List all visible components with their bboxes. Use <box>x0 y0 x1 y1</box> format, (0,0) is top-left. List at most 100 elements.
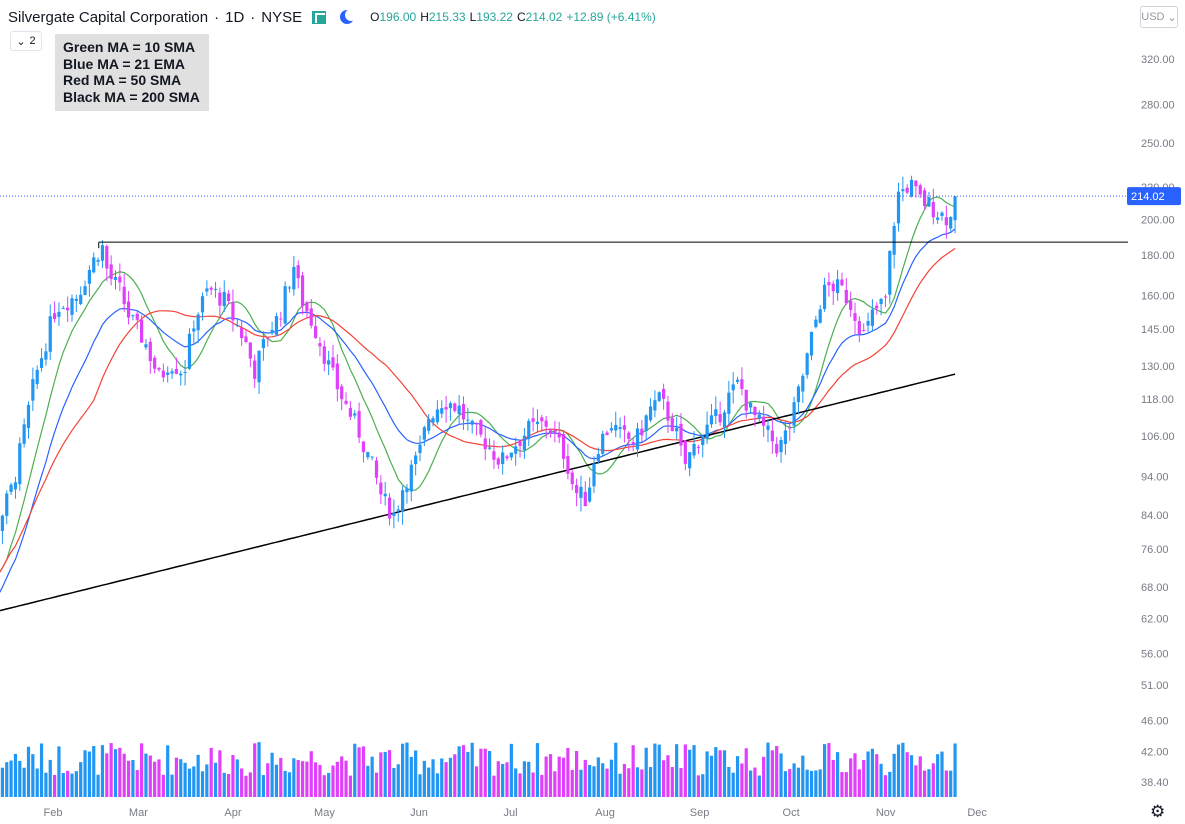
candle <box>248 342 252 368</box>
volume-bar <box>844 772 848 797</box>
candle <box>753 406 757 427</box>
candle <box>518 440 522 458</box>
volume-bar <box>131 759 135 797</box>
volume-bar <box>953 743 957 797</box>
volume-bar <box>309 751 313 797</box>
volume-bar <box>13 753 18 797</box>
currency-selector[interactable]: USD ⌄ <box>1140 6 1178 28</box>
volume-bar <box>205 764 209 797</box>
collapse-indicators-button[interactable]: ⌄ 2 <box>10 31 42 51</box>
volume-bar <box>905 752 909 797</box>
candle <box>731 372 735 404</box>
candle <box>448 401 453 421</box>
candle <box>849 291 853 317</box>
candle <box>357 402 361 444</box>
volume-bar <box>361 746 366 797</box>
candle <box>936 211 940 224</box>
volume-bar <box>248 772 252 797</box>
volume-bar <box>901 742 905 797</box>
volume-bar <box>648 767 653 797</box>
volume-bar <box>257 742 261 797</box>
candle <box>22 418 26 448</box>
candle <box>261 331 265 361</box>
candle <box>679 413 683 457</box>
candle <box>322 340 326 372</box>
candle <box>253 354 257 389</box>
candle <box>122 273 126 312</box>
candle <box>109 255 113 286</box>
y-tick-label: 42.00 <box>1141 746 1169 758</box>
volume-bar <box>427 767 431 797</box>
candle <box>540 414 544 432</box>
volume-bar <box>501 763 505 797</box>
volume-bar <box>614 742 618 797</box>
candle <box>340 383 344 411</box>
candle <box>570 469 574 491</box>
symbol-name[interactable]: Silvergate Capital Corporation <box>8 8 209 26</box>
volume-bar <box>518 773 522 797</box>
candle <box>749 401 753 414</box>
volume-bar <box>783 771 787 797</box>
candle <box>466 407 470 431</box>
candle <box>314 315 318 339</box>
volume-bar <box>183 762 187 797</box>
candle <box>39 348 44 372</box>
candle <box>501 445 505 475</box>
candle <box>187 328 192 370</box>
y-tick-label: 250.00 <box>1141 138 1175 150</box>
candle <box>257 350 261 394</box>
candle <box>779 436 783 463</box>
volume-bar <box>31 754 35 797</box>
volume-bar <box>909 755 914 797</box>
volume-bar <box>640 769 644 797</box>
volume-bar <box>701 774 705 797</box>
candle <box>87 265 91 297</box>
flag-icon[interactable] <box>312 10 327 24</box>
gear-icon[interactable]: ⚙ <box>1150 802 1166 821</box>
candle <box>583 481 587 507</box>
volume-bar <box>174 757 178 797</box>
volume-bar <box>757 775 761 797</box>
x-tick-label: Mar <box>129 807 148 819</box>
chevron-down-icon: ⌄ <box>1167 11 1177 24</box>
candle <box>5 490 9 525</box>
y-tick-label: 280.00 <box>1141 100 1175 112</box>
volume-bar <box>683 744 687 797</box>
candle <box>79 286 83 306</box>
candle <box>44 343 48 366</box>
volume-bar <box>805 769 809 797</box>
volume-bar <box>766 742 770 797</box>
change-value: +12.89 (+6.41%) <box>566 10 656 24</box>
candle <box>827 272 831 297</box>
volume-bar <box>557 756 561 797</box>
candle <box>318 337 322 357</box>
volume-bar <box>849 758 853 797</box>
volume-bar <box>157 759 161 797</box>
candle <box>474 422 479 436</box>
volume-bar <box>583 759 587 797</box>
candle <box>818 305 822 324</box>
price-axis: 320.00280.00250.00220.00200.00180.00160.… <box>1141 54 1175 789</box>
interval-label[interactable]: 1D <box>225 8 245 26</box>
volume-bar <box>596 757 600 797</box>
volume-bar <box>561 757 566 797</box>
volume-bar <box>866 751 870 797</box>
volume-bar <box>474 766 479 797</box>
volume-bar <box>714 747 718 797</box>
volume-bar <box>374 772 379 797</box>
candle <box>270 321 274 336</box>
volume-bar <box>862 759 866 797</box>
candle <box>266 336 270 347</box>
volume-bar <box>140 743 144 797</box>
candle <box>566 443 570 480</box>
y-tick-label: 56.00 <box>1141 648 1169 660</box>
volume-bar <box>540 774 544 797</box>
volume-bar <box>949 770 953 797</box>
candle <box>35 365 39 389</box>
volume-bar <box>431 759 435 797</box>
volume-bar <box>100 745 105 797</box>
candle <box>953 196 957 234</box>
volume-bar <box>814 770 818 797</box>
volume-bar <box>113 749 118 797</box>
